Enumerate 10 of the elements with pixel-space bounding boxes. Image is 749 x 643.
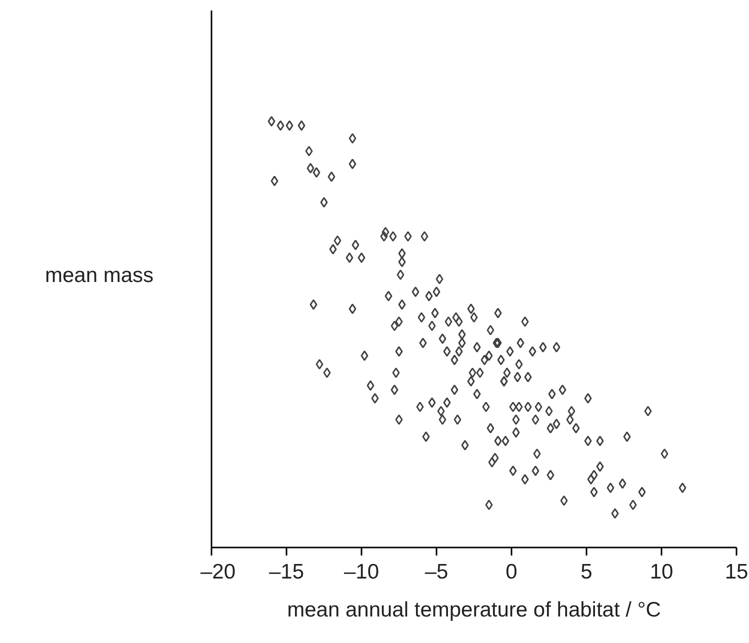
x-tick-label: 5 <box>580 560 592 584</box>
x-tick-label: –5 <box>424 560 448 584</box>
x-axis-title: mean annual temperature of habitat / °C <box>287 598 661 622</box>
x-tick-label: –10 <box>344 560 380 584</box>
x-tick-label: 15 <box>724 560 748 584</box>
x-tick-label: –20 <box>200 560 236 584</box>
x-tick-label: –15 <box>268 560 304 584</box>
y-axis-title: mean mass <box>45 263 154 289</box>
x-tick-label: 10 <box>650 560 674 584</box>
x-tick-label: 0 <box>506 560 518 584</box>
